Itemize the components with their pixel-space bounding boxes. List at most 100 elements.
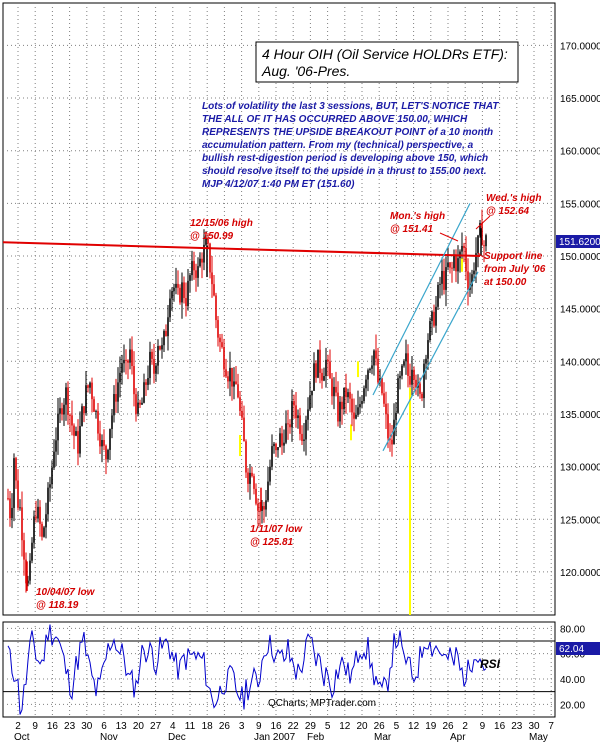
price-tick-label: 135.0000: [560, 410, 600, 421]
candle-body: [447, 262, 449, 268]
candle-body: [89, 382, 91, 388]
candle-body: [133, 366, 135, 395]
candle-body: [119, 372, 121, 383]
candle-body: [455, 254, 457, 272]
candle-body: [25, 559, 27, 584]
candle-body: [141, 402, 143, 405]
candle-body: [95, 411, 97, 413]
candle-body: [263, 506, 265, 510]
candle-body: [473, 270, 475, 275]
last-price-label: 151.6200: [559, 237, 600, 248]
candle-body: [335, 386, 337, 393]
price-tick-label: 155.0000: [560, 199, 600, 210]
candle-body: [287, 423, 289, 425]
candle-body: [289, 424, 291, 428]
candle-body: [437, 284, 439, 307]
candle-body: [323, 376, 325, 381]
annotation-mon-high-value: @ 151.41: [390, 224, 434, 235]
candle-body: [67, 387, 69, 415]
candle-body: [467, 271, 469, 290]
annotation-pointer: [477, 252, 484, 258]
month-label: Feb: [307, 732, 325, 742]
day-tick-label: 4: [170, 721, 176, 732]
commentary-line: Lots of volatility the last 3 sessions, …: [202, 101, 499, 112]
candle-body: [171, 291, 173, 299]
day-tick-label: 2: [15, 721, 21, 732]
candle-body: [205, 238, 207, 245]
candle-body: [207, 238, 209, 244]
candle-body: [333, 386, 335, 397]
candle-body: [299, 415, 301, 434]
candle-body: [367, 370, 369, 380]
day-tick-label: 12: [408, 721, 420, 732]
candle-body: [403, 361, 405, 366]
commentary-line: THE ALL OF IT HAS OCCURRED ABOVE 150.00,…: [202, 114, 468, 125]
candle-body: [117, 382, 119, 402]
candle-body: [245, 441, 247, 473]
candle-body: [429, 321, 431, 341]
candle-body: [169, 298, 171, 318]
candle-body: [445, 267, 447, 290]
annotation-pointer: [439, 232, 459, 242]
candle-body: [307, 409, 309, 420]
day-tick-label: 19: [425, 721, 437, 732]
candle-body: [349, 392, 351, 399]
annotation-oct-low: 10/04/07 low: [36, 587, 96, 598]
annotation-mon-high: Mon.'s high: [390, 211, 445, 222]
commentary-line: REPRESENTS THE UPSIDE BREAKOUT POINT of …: [202, 127, 493, 138]
annotation-wed-high: Wed.'s high: [486, 193, 542, 204]
candle-body: [217, 320, 219, 338]
candle-body: [19, 507, 21, 509]
candle-body: [85, 385, 87, 414]
candle-body: [365, 379, 367, 389]
candle-body: [419, 383, 421, 394]
candle-body: [75, 431, 77, 436]
candle-body: [73, 425, 75, 436]
candle-body: [291, 401, 293, 428]
candle-body: [321, 372, 323, 381]
annotation-jan-low-value: @ 125.81: [250, 537, 294, 548]
rsi-line: [7, 624, 487, 715]
price-tick-label: 150.0000: [560, 252, 600, 263]
annotation-support-from: from July '06: [484, 264, 546, 275]
candle-body: [273, 443, 275, 447]
channel-upper-line: [372, 203, 471, 396]
candle-body: [247, 472, 249, 484]
day-tick-label: 16: [494, 721, 506, 732]
candle-body: [77, 431, 79, 454]
candle-body: [49, 484, 51, 488]
candle-body: [83, 406, 85, 414]
candle-body: [51, 467, 53, 485]
rsi-tick-label: 80.00: [560, 624, 585, 635]
candle-body: [59, 408, 61, 414]
month-label: Mar: [374, 732, 392, 742]
candle-body: [189, 275, 191, 281]
month-label: Jan 2007: [254, 732, 296, 742]
candle-body: [361, 401, 363, 405]
candle-body: [149, 351, 151, 379]
candle-body: [15, 458, 17, 481]
candle-body: [111, 415, 113, 430]
candle-body: [81, 406, 83, 427]
candle-body: [279, 433, 281, 448]
candle-body: [43, 527, 45, 537]
candle-body: [105, 445, 107, 460]
candle-body: [45, 514, 47, 528]
rsi-series: [7, 624, 487, 715]
rsi-tick-label: 20.00: [560, 700, 585, 711]
day-tick-label: 5: [394, 721, 400, 732]
candle-body: [347, 392, 349, 398]
candle-body: [99, 433, 101, 447]
candle-body: [293, 401, 295, 406]
price-tick-label: 120.0000: [560, 568, 600, 579]
chart-credit: QCharts; MPTrader.com: [268, 698, 376, 709]
candle-body: [39, 506, 41, 524]
candle-body: [351, 398, 353, 413]
candle-body: [271, 446, 273, 467]
candle-body: [175, 283, 177, 288]
annotation-dec-high: 12/15/06 high: [190, 218, 253, 229]
candle-body: [407, 353, 409, 377]
annotation-wed-high-value: @ 152.64: [486, 206, 530, 217]
day-tick-label: 16: [47, 721, 59, 732]
annotations: 12/15/06 high @ 150.99 Mon.'s high @ 151…: [36, 193, 546, 611]
